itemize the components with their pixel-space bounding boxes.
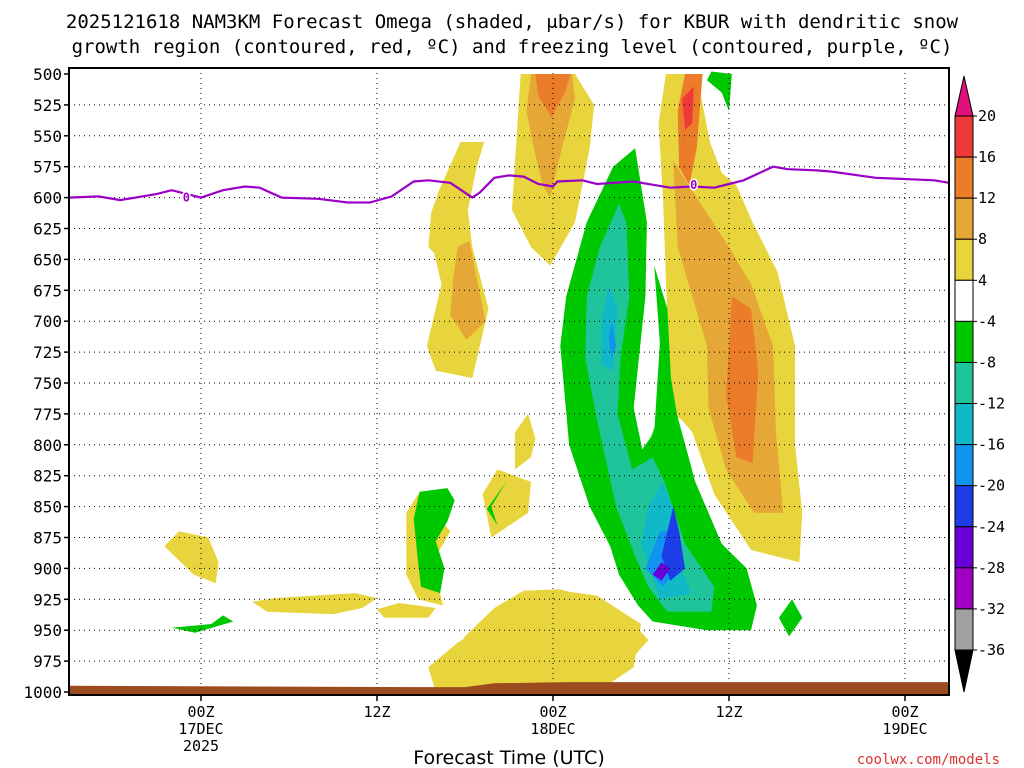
colorbar-label: 20 — [978, 107, 996, 125]
omega-region — [482, 469, 531, 538]
title-line-2: growth region (contoured, red, ºC) and f… — [72, 36, 953, 58]
y-tick-label: 975 — [33, 652, 62, 671]
colorbar-band — [954, 115, 974, 158]
colorbar-label: 12 — [978, 189, 996, 207]
colorbar-label: -28 — [978, 559, 1005, 577]
omega-region — [652, 562, 671, 581]
colorbar-top-arrow — [954, 75, 974, 117]
colorbar-label: -20 — [978, 477, 1005, 495]
y-tick-label: 950 — [33, 621, 62, 640]
x-tick-label: 12Z — [715, 703, 742, 721]
y-tick-label: 625 — [33, 220, 62, 239]
omega-region — [707, 71, 732, 112]
y-tick-label: 700 — [33, 312, 62, 331]
omega-region — [377, 603, 436, 618]
x-tick-label: 00Z — [539, 703, 566, 721]
colorbar-bottom-arrow — [954, 649, 974, 693]
omega-region — [252, 593, 377, 615]
title: 2025121618 NAM3KM Forecast Omega (shaded… — [66, 11, 959, 58]
y-tick-label: 550 — [33, 127, 62, 146]
colorbar-band — [954, 361, 974, 405]
omega-region — [514, 413, 536, 470]
y-tick-label: 825 — [33, 467, 62, 486]
omega-region — [164, 531, 219, 584]
colorbar-label: -36 — [978, 641, 1005, 659]
omega-region — [585, 203, 715, 612]
y-tick-label: 775 — [33, 405, 62, 424]
colorbar-band — [954, 403, 974, 446]
y-axis: 500 525 550 575 600 625 650 675 700 725 750 775 800 8… — [23, 65, 69, 702]
omega-region — [661, 506, 685, 581]
omega-region — [526, 74, 575, 198]
colorbar-band — [954, 485, 974, 528]
y-tick-label: 875 — [33, 529, 62, 548]
colorbar-band — [954, 444, 974, 487]
omega-shaded-regions — [164, 71, 803, 692]
colorbar-band — [954, 526, 974, 569]
colorbar-label: -32 — [978, 600, 1005, 618]
x-tick-label: 00Z — [187, 703, 214, 721]
y-tick-label: 1000 — [23, 683, 62, 702]
y-tick-label: 900 — [33, 559, 62, 578]
colorbar-band — [954, 567, 974, 610]
y-tick-label: 500 — [33, 65, 62, 84]
colorbar: 20 16 12 8 4 -4 -8 -12 -16 -20 -24 -28 -32 -36 — [954, 75, 1005, 693]
grid — [69, 68, 949, 692]
x-tick-label: 19DEC — [882, 720, 927, 738]
y-tick-label: 600 — [33, 189, 62, 208]
colorbar-label: -24 — [978, 518, 1005, 536]
x-tick-label: 2025 — [183, 737, 219, 755]
omega-region — [171, 615, 234, 633]
omega-region — [487, 481, 507, 526]
y-tick-label: 525 — [33, 96, 62, 115]
y-tick-label: 650 — [33, 250, 62, 269]
colorbar-band — [954, 238, 974, 281]
title-line-1: 2025121618 NAM3KM Forecast Omega (shaded… — [66, 11, 959, 33]
freezing-level-label: 0 — [183, 191, 190, 205]
omega-region — [682, 86, 694, 130]
omega-region — [608, 321, 617, 359]
site-credit[interactable]: coolwx.com/models — [857, 752, 1000, 768]
colorbar-label: -12 — [978, 395, 1005, 413]
freezing-level: 00 — [68, 165, 950, 206]
colorbar-label: -8 — [978, 353, 996, 371]
omega-region — [413, 488, 455, 594]
x-tick-label: 00Z — [891, 703, 918, 721]
colorbar-band — [954, 279, 974, 322]
y-tick-label: 850 — [33, 498, 62, 517]
colorbar-band — [954, 156, 974, 199]
x-tick-label: 17DEC — [178, 720, 223, 738]
x-axis-title: Forecast Time (UTC) — [413, 747, 604, 768]
y-tick-label: 925 — [33, 590, 62, 609]
y-tick-label: 800 — [33, 436, 62, 455]
y-tick-label: 750 — [33, 374, 62, 393]
y-tick-label: 575 — [33, 158, 62, 177]
omega-region — [428, 590, 641, 692]
colorbar-band — [954, 197, 974, 240]
terrain — [69, 682, 949, 695]
y-tick-label: 675 — [33, 281, 62, 300]
omega-region — [778, 599, 803, 637]
colorbar-band — [954, 320, 974, 363]
terrain-surface — [69, 682, 949, 695]
plot-frame — [68, 67, 950, 696]
omega-region — [450, 240, 486, 340]
omega-region — [726, 296, 759, 464]
colorbar-label: -4 — [978, 312, 996, 330]
colorbar-label: 8 — [978, 230, 987, 248]
y-tick-label: 725 — [33, 343, 62, 362]
freezing-level-label: 0 — [690, 178, 697, 192]
colorbar-label: 16 — [978, 148, 996, 166]
colorbar-label: 4 — [978, 271, 987, 289]
colorbar-label: -16 — [978, 436, 1005, 454]
x-tick-label: 18DEC — [530, 720, 575, 738]
omega-region — [535, 74, 571, 118]
x-tick-label: 12Z — [363, 703, 390, 721]
omega-region — [673, 160, 784, 513]
colorbar-band — [954, 608, 974, 651]
freezing-level-line — [68, 165, 950, 204]
